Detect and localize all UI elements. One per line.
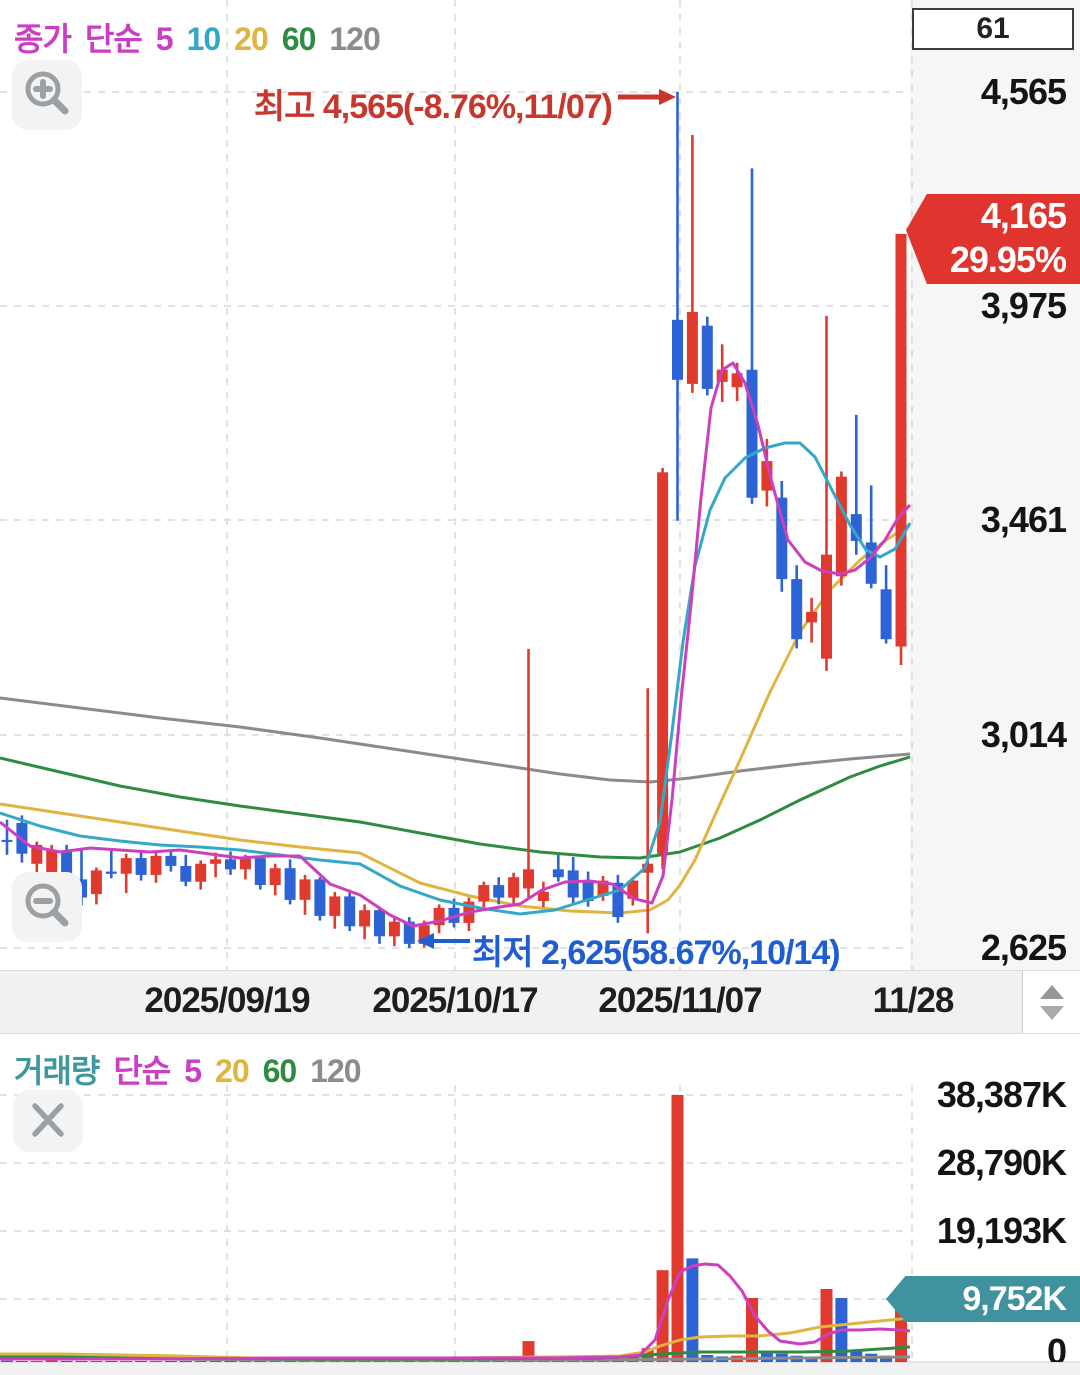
legend-subtitle: 단순: [84, 21, 143, 57]
scroll-up-icon[interactable]: [1040, 984, 1064, 999]
legend-title: 거래량: [14, 1053, 100, 1089]
price-candlestick-chart[interactable]: [0, 0, 1080, 970]
current-volume-value: 9,752K: [962, 1280, 1067, 1318]
price-tick-label: 3,975: [980, 285, 1067, 326]
date-tick-label: 2025/09/19: [144, 981, 310, 1020]
date-tick-label: 2025/10/17: [372, 981, 538, 1020]
legend-item-ma20: 20: [215, 1053, 250, 1089]
scroll-down-icon[interactable]: [1040, 1005, 1064, 1020]
volume-tick-label: 0: [1046, 1331, 1067, 1372]
legend-item-ma60: 60: [262, 1053, 298, 1089]
price-axis-background: [910, 0, 1080, 970]
volume-bar-chart[interactable]: [0, 1032, 1080, 1375]
legend-item-ma120: 120: [310, 1053, 361, 1089]
visible-candle-count-box: 61: [912, 8, 1074, 50]
price-tick-label: 4,565: [980, 71, 1067, 112]
legend-subtitle: 단순: [113, 1053, 171, 1089]
volume-legend: 거래량 단순 5 20 60 120: [14, 1046, 375, 1092]
close-indicator-button[interactable]: [13, 1090, 83, 1152]
date-tick-label: 2025/11/07: [598, 981, 762, 1020]
legend-title: 종가: [14, 21, 72, 57]
legend-item-ma5: 5: [155, 21, 174, 57]
date-tick-label: 11/28: [872, 981, 955, 1020]
current-price-badge: 4,165 29.95%: [906, 194, 1080, 284]
legend-item-ma10: 10: [186, 21, 222, 57]
volume-tick-label: 38,387K: [936, 1074, 1067, 1115]
date-axis-bar[interactable]: [0, 970, 1022, 1034]
zoom-out-button[interactable]: [12, 872, 82, 942]
volume-tick-label: 19,193K: [936, 1210, 1067, 1251]
chart-scroll-control[interactable]: [1022, 970, 1080, 1034]
price-tick-label: 3,461: [980, 499, 1067, 540]
legend-item-ma120: 120: [329, 21, 380, 57]
volume-tick-label: 28,790K: [936, 1142, 1067, 1183]
close-icon: [32, 1103, 64, 1137]
current-volume-badge: 9,752K: [886, 1276, 1080, 1322]
legend-item-ma5: 5: [184, 1053, 202, 1089]
price-tick-label: 3,014: [980, 714, 1067, 755]
high-price-annotation: 최고 4,565(-8.76%,11/07): [253, 88, 613, 126]
price-tick-label: 2,625: [980, 927, 1067, 968]
legend-item-ma20: 20: [234, 21, 269, 57]
zoom-in-icon: [25, 71, 69, 115]
zoom-out-icon: [25, 883, 69, 927]
price-legend: 종가 단순 5 10 20 60 120: [14, 14, 394, 60]
current-price-value: 4,165: [980, 195, 1067, 236]
legend-item-ma60: 60: [281, 21, 317, 57]
low-price-annotation: 최저 2,625(58.67%,10/14): [472, 934, 841, 972]
zoom-in-button[interactable]: [12, 60, 82, 130]
current-change-percent: 29.95%: [949, 239, 1067, 280]
bottom-margin-strip: [0, 1362, 1080, 1375]
